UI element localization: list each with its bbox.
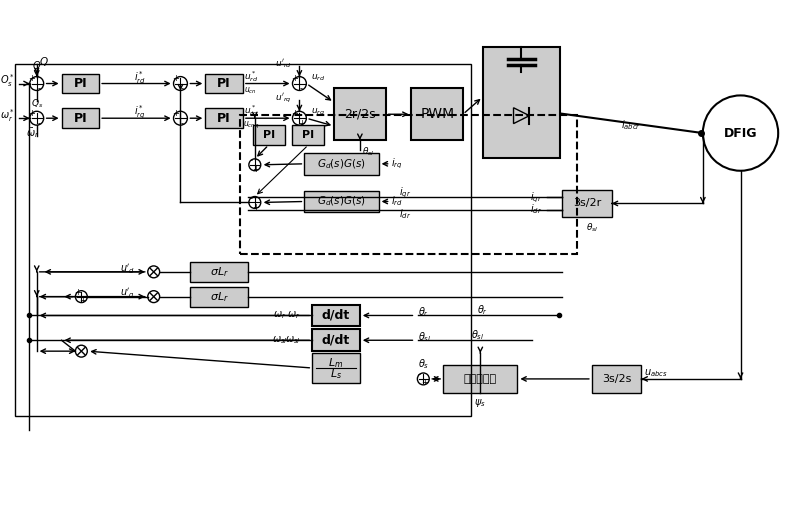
Text: $\theta_{sl}$: $\theta_{sl}$ <box>471 328 485 342</box>
Text: -: - <box>300 84 303 93</box>
FancyBboxPatch shape <box>334 89 386 140</box>
Text: $i_{qr}$: $i_{qr}$ <box>530 190 542 205</box>
Text: +: + <box>28 74 35 83</box>
Text: $\omega_r$: $\omega_r$ <box>273 310 286 322</box>
Text: d/dt: d/dt <box>322 309 350 322</box>
FancyBboxPatch shape <box>312 353 360 383</box>
Text: $u'_q$: $u'_q$ <box>120 287 135 301</box>
Text: $u^*_{rd}$: $u^*_{rd}$ <box>244 69 258 84</box>
Text: $\theta_r$: $\theta_r$ <box>418 306 430 319</box>
Text: $\omega_r$: $\omega_r$ <box>287 310 301 322</box>
Text: PI: PI <box>218 77 231 90</box>
FancyBboxPatch shape <box>312 305 360 326</box>
Text: $i_{rq}$: $i_{rq}$ <box>390 157 402 171</box>
FancyBboxPatch shape <box>206 74 243 93</box>
Text: $u_{abcs}$: $u_{abcs}$ <box>644 367 668 379</box>
Text: PI: PI <box>74 112 87 125</box>
Text: 3s/2s: 3s/2s <box>602 374 631 384</box>
Text: $\omega^*_r$: $\omega^*_r$ <box>0 107 15 123</box>
Text: $\theta_{sl}$: $\theta_{sl}$ <box>586 221 598 233</box>
FancyBboxPatch shape <box>62 109 99 128</box>
Text: +: + <box>172 74 179 83</box>
Text: $\psi_s$: $\psi_s$ <box>474 397 486 409</box>
FancyBboxPatch shape <box>253 125 285 145</box>
Text: $L_s$: $L_s$ <box>330 368 342 381</box>
Text: $\theta_r$: $\theta_r$ <box>478 304 488 317</box>
Text: $u_{rd}$: $u_{rd}$ <box>311 72 326 83</box>
Text: $O^*_s$: $O^*_s$ <box>0 72 15 89</box>
Text: $i_{abcr}$: $i_{abcr}$ <box>622 118 642 132</box>
Text: -: - <box>418 371 421 379</box>
FancyBboxPatch shape <box>206 109 243 128</box>
FancyBboxPatch shape <box>62 74 99 93</box>
Text: +: + <box>291 109 298 118</box>
Text: 软件锁相环: 软件锁相环 <box>464 374 497 384</box>
Text: $\theta_s$: $\theta_s$ <box>418 357 429 371</box>
Text: $u_{cnq}$: $u_{cnq}$ <box>242 120 259 131</box>
Text: $i^*_{rq}$: $i^*_{rq}$ <box>134 103 146 121</box>
Text: $i_{dr}$: $i_{dr}$ <box>399 208 411 221</box>
Text: $\omega_{sl}$: $\omega_{sl}$ <box>285 334 301 346</box>
FancyBboxPatch shape <box>190 287 248 307</box>
Text: $u^*_{rq}$: $u^*_{rq}$ <box>244 103 258 119</box>
FancyBboxPatch shape <box>411 89 463 140</box>
Text: +: + <box>28 109 35 118</box>
FancyBboxPatch shape <box>304 153 378 175</box>
Text: $u'_d$: $u'_d$ <box>120 262 135 275</box>
Text: $i^*_{rd}$: $i^*_{rd}$ <box>134 69 146 86</box>
Text: $\bar{\omega}_r$: $\bar{\omega}_r$ <box>26 126 39 140</box>
Text: $u_{rq}$: $u_{rq}$ <box>311 106 326 118</box>
Text: -: - <box>38 84 40 93</box>
Text: $\theta_{sl}$: $\theta_{sl}$ <box>362 146 374 158</box>
Text: $u_{cn}$: $u_{cn}$ <box>245 85 258 96</box>
Text: $Q$: $Q$ <box>38 55 49 68</box>
Text: 3s/2r: 3s/2r <box>573 199 601 208</box>
FancyBboxPatch shape <box>190 262 248 282</box>
FancyBboxPatch shape <box>443 365 518 393</box>
Text: PWM: PWM <box>420 107 454 121</box>
FancyBboxPatch shape <box>293 125 324 145</box>
Text: -: - <box>181 119 184 127</box>
FancyBboxPatch shape <box>592 365 642 393</box>
Text: +: + <box>252 203 259 212</box>
Text: $\omega_{sl}$: $\omega_{sl}$ <box>272 334 287 346</box>
Text: +: + <box>252 165 259 174</box>
Text: $\theta_{sl}$: $\theta_{sl}$ <box>418 330 432 344</box>
Text: -: - <box>38 119 40 127</box>
FancyBboxPatch shape <box>562 189 612 217</box>
Text: $i_{qr}$: $i_{qr}$ <box>399 185 411 200</box>
Text: PI: PI <box>74 77 87 90</box>
Text: $Q_s$: $Q_s$ <box>30 97 43 110</box>
Text: PI: PI <box>262 130 274 140</box>
Text: -: - <box>250 194 252 203</box>
Text: $u'_{rq}$: $u'_{rq}$ <box>275 92 291 105</box>
Text: +: + <box>298 119 305 127</box>
Text: $\sigma L_r$: $\sigma L_r$ <box>210 265 229 279</box>
Text: +: + <box>291 74 298 83</box>
Text: -: - <box>250 156 252 165</box>
Text: PI: PI <box>218 112 231 125</box>
Text: +: + <box>74 288 81 297</box>
Text: -: - <box>181 84 184 93</box>
Text: $G_d(s)G(s)$: $G_d(s)G(s)$ <box>317 195 366 208</box>
Text: +: + <box>79 296 86 305</box>
Text: +: + <box>421 378 428 388</box>
Text: d/dt: d/dt <box>322 334 350 347</box>
FancyBboxPatch shape <box>482 47 560 158</box>
Text: $L_m$: $L_m$ <box>329 356 344 370</box>
Text: +: + <box>172 109 179 118</box>
FancyBboxPatch shape <box>312 329 360 351</box>
Text: $Q$: $Q$ <box>32 59 42 72</box>
FancyBboxPatch shape <box>304 190 378 212</box>
Text: 2r/2s: 2r/2s <box>344 108 376 121</box>
Text: $\sigma L_r$: $\sigma L_r$ <box>210 290 229 304</box>
Text: $u'_{rd}$: $u'_{rd}$ <box>274 57 291 70</box>
Text: DFIG: DFIG <box>724 126 758 140</box>
Text: PI: PI <box>302 130 314 140</box>
Text: $G_d(s)G(s)$: $G_d(s)G(s)$ <box>317 157 366 170</box>
Text: $i_{rd}$: $i_{rd}$ <box>390 195 402 208</box>
Text: $i_{dr}$: $i_{dr}$ <box>530 203 542 217</box>
